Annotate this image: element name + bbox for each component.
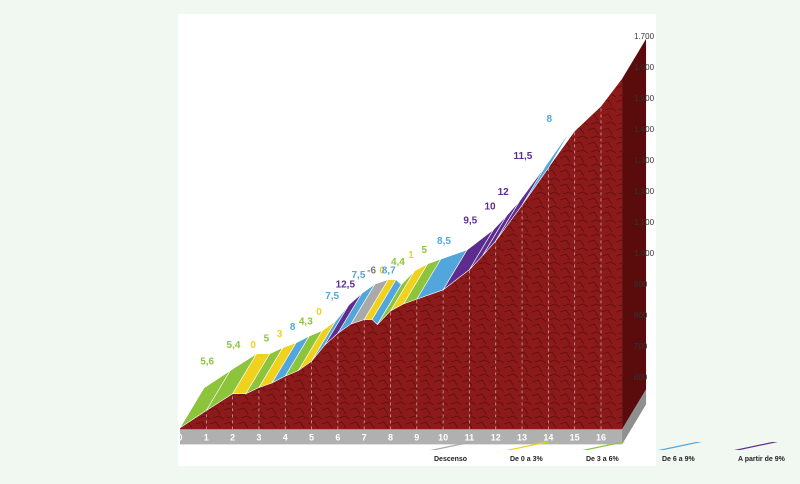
km-gridlines [205,106,602,430]
x-tick-label: 15 [570,432,580,442]
x-tick-label: 3 [256,432,261,442]
gradient-label: 4,4 [391,257,405,268]
y-tick-label: 800 [634,311,648,320]
gradient-label: 11,5 [513,151,532,162]
x-tick-label: 2 [230,432,235,442]
gradient-label: 0 [316,307,322,318]
legend-label: Descenso [434,456,467,463]
x-tick-label: 6 [335,432,340,442]
x-tick-label: 1 [204,432,209,442]
gradient-label: 9,5 [463,216,477,227]
y-tick-label: 1.100 [634,218,655,227]
x-tick-label: 16 [596,432,606,442]
profile-side-face [622,38,647,430]
legend-swatch [506,442,550,450]
x-tick-label: 14 [543,432,553,442]
legend-label: De 0 a 3% [510,456,543,463]
gradient-label: 3 [277,329,283,340]
gradient-label: 8,7 [382,266,396,277]
gradient-label: 4,3 [299,316,313,327]
gradient-label: -6 [367,266,376,277]
legend: Descenso De 0 a 3% De 3 a 6% De 6 a 9% A par… [430,442,786,463]
x-tick-label: 12 [491,432,501,442]
x-tick-label: 0 [177,432,182,442]
legend-label: A partir de 9% [738,456,786,463]
x-tick-label: 5 [309,432,314,442]
gradient-segment [521,127,573,206]
gradient-labels: 5,65,4 05 384,307,512,57,5 -6 08,74,41 58,59,… [200,114,552,368]
x-tick-label: 10 [438,432,448,442]
gradient-label: 5 [264,334,270,345]
gradient-label: 12,5 [336,279,356,290]
gradient-label: 0 [379,266,385,277]
legend-label: De 6 a 9% [662,456,695,463]
x-tick-label: 7 [362,432,367,442]
y-tick-label: 1.300 [634,156,655,165]
gradient-label: 0 [250,340,256,351]
gradient-label: 1 [408,250,414,261]
legend-swatch [658,442,702,450]
gradient-label: 5,4 [227,340,241,351]
x-tick-label: 11 [465,432,475,442]
gradient-label: 5,6 [200,357,214,368]
x-tick-label: 4 [283,432,288,442]
legend-swatch [734,442,778,450]
y-tick-label: 1.700 [634,32,655,41]
x-tick-label: 13 [517,432,527,442]
y-tick-label: 700 [634,342,648,351]
base-strip [180,429,623,445]
gradient-label: 8 [290,322,296,333]
y-tick-label: 600 [634,373,648,382]
profile-front-face [180,78,623,430]
gradient-label: 8,5 [437,236,451,247]
legend-swatch [430,442,474,450]
gradient-label: 7,5 [325,291,339,302]
gradient-label: 7,5 [352,270,366,281]
gradient-segments [179,127,573,429]
y-tick-label: 1.600 [634,63,655,72]
base-strip-side [622,389,647,445]
gradient-label: 10 [484,202,496,213]
y-tick-label: 1.200 [634,187,655,196]
axes: 0 1 2 3 4 5 6 7 8 9 10 11 12 13 14 15 166007008009001.00… [177,32,654,443]
x-tick-label: 9 [414,432,419,442]
y-tick-label: 900 [634,280,648,289]
gradient-label: 8 [546,114,552,125]
y-tick-label: 1.000 [634,249,655,258]
gradient-label: 5 [421,245,427,256]
y-tick-label: 1.500 [634,94,655,103]
legend-swatch [582,442,626,450]
legend-label: De 3 a 6% [586,456,619,463]
y-tick-label: 1.400 [634,125,655,134]
x-tick-label: 8 [388,432,393,442]
gradient-label: 12 [498,187,510,198]
